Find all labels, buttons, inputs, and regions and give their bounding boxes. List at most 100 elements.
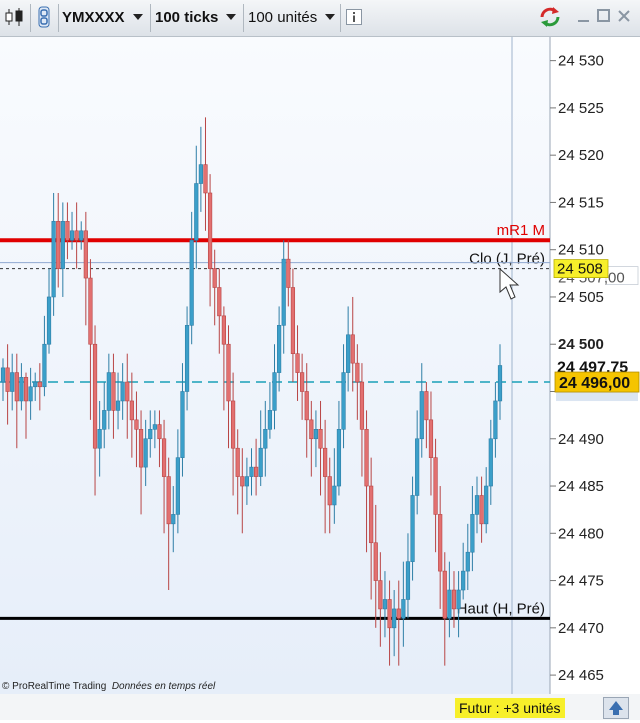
candle-body	[92, 343, 98, 449]
candle-body	[161, 438, 167, 477]
candle	[207, 174, 213, 307]
candle	[0, 358, 6, 401]
link-icon[interactable]	[34, 4, 56, 30]
toolbar-separator	[30, 4, 31, 32]
candle-body	[461, 570, 466, 591]
info-icon[interactable]	[346, 4, 364, 30]
candle	[60, 202, 65, 297]
candle-body	[88, 277, 93, 345]
reference-line-label: mR1 M	[497, 222, 545, 239]
refresh-icon[interactable]	[538, 4, 564, 30]
candle	[230, 372, 236, 496]
price-label-box	[554, 371, 640, 393]
maximize-icon[interactable]	[596, 8, 612, 24]
candle-body	[474, 495, 480, 515]
candle-body	[175, 457, 180, 515]
candle-body	[493, 400, 498, 440]
candle-body	[447, 589, 452, 619]
candle	[42, 315, 47, 397]
candle	[456, 571, 461, 638]
candle-body	[134, 419, 139, 430]
candle-body	[180, 391, 185, 458]
candle-body	[249, 466, 254, 477]
candle-body	[281, 258, 286, 326]
candle-body	[465, 551, 470, 572]
close-icon[interactable]	[616, 8, 632, 24]
candle-body	[111, 372, 116, 411]
candle	[373, 504, 378, 628]
candle	[419, 363, 424, 458]
candle-body	[60, 221, 65, 269]
candle-body	[428, 419, 434, 458]
candle-body	[415, 438, 420, 496]
candle	[277, 306, 282, 392]
candle-body	[488, 438, 493, 487]
candle-body	[33, 381, 38, 388]
candle	[111, 353, 116, 439]
symbol-selector[interactable]: YMXXXX	[62, 4, 148, 30]
candle	[392, 590, 397, 657]
candle	[106, 353, 111, 430]
candle-body	[56, 221, 61, 269]
footer-info: © ProRealTime Trading Données en temps r…	[2, 681, 215, 692]
candle	[134, 391, 139, 468]
candle-body	[272, 372, 277, 411]
candle	[350, 296, 355, 392]
y-tick-label: 24 520	[558, 147, 604, 164]
candle-body	[198, 164, 203, 184]
candle	[461, 542, 466, 600]
candle	[433, 438, 438, 553]
y-tick-label: 24 530	[558, 53, 604, 70]
candle-body	[217, 287, 222, 317]
candle-body	[120, 381, 125, 402]
candle-body	[79, 230, 84, 241]
scroll-up-button[interactable]	[603, 697, 629, 719]
candle-body	[373, 542, 378, 581]
candle	[488, 419, 493, 505]
candle	[65, 202, 70, 260]
candle	[226, 325, 231, 449]
candle	[369, 457, 374, 600]
candle-body	[5, 367, 10, 392]
minimize-icon[interactable]	[576, 8, 592, 24]
candle	[10, 353, 15, 411]
units-label: 100 unités	[248, 8, 318, 26]
candle	[166, 457, 171, 591]
price-axis[interactable]	[550, 37, 640, 694]
y-tick-label: 24 490	[558, 431, 604, 448]
candle-body	[442, 570, 447, 619]
candle-body	[290, 287, 296, 354]
candle	[129, 372, 134, 458]
candle	[415, 410, 420, 515]
candle	[346, 306, 351, 392]
candle-body	[69, 230, 75, 241]
y-tick-label: 24 515	[558, 194, 604, 211]
candle-body	[451, 589, 457, 610]
candle	[180, 363, 185, 477]
candle	[69, 211, 75, 250]
candle	[92, 325, 98, 496]
candle	[88, 259, 93, 420]
candle	[5, 344, 10, 425]
candle	[125, 353, 130, 439]
units-selector[interactable]: 100 unités	[248, 4, 338, 30]
price-chart[interactable]: mR1 M Clo (J, Pré) Haut (H, Pré) 24 530 24 …	[0, 37, 640, 720]
candle-body	[10, 372, 15, 392]
candle	[396, 580, 401, 666]
candle-body	[23, 377, 29, 402]
candle	[355, 344, 360, 420]
candle-chart-icon[interactable]	[4, 4, 28, 30]
y-tick-label: 24 475	[558, 573, 604, 590]
candle	[97, 400, 102, 477]
arrow-up-icon	[609, 701, 623, 715]
candle-body	[258, 447, 263, 477]
candle	[447, 561, 452, 638]
candle-body	[152, 424, 157, 430]
candle-body	[148, 429, 153, 440]
candle-body	[419, 391, 424, 440]
candle	[28, 367, 33, 420]
interval-selector[interactable]: 100 ticks	[155, 4, 241, 30]
candle-body	[332, 485, 337, 506]
candle-body	[433, 457, 438, 515]
